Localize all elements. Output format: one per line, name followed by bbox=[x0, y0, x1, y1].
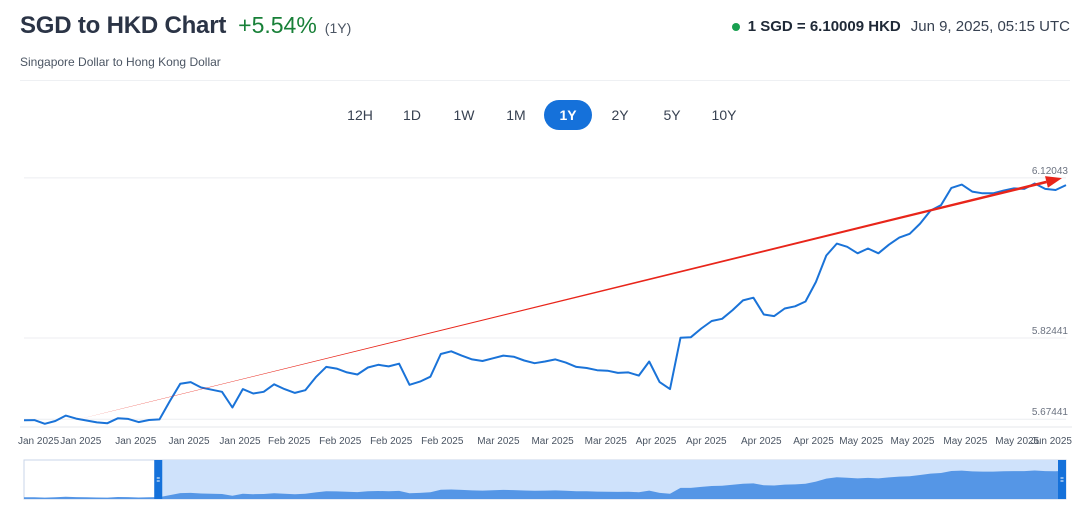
x-tick-label: Jan 2025 bbox=[18, 436, 60, 447]
x-tick-label: Apr 2025 bbox=[741, 436, 782, 447]
trend-arrow-shaft bbox=[76, 180, 1047, 420]
y-tick-label: 5.67441 bbox=[1032, 407, 1069, 418]
live-rate: 1 SGD = 6.10009 HKD Jun 9, 2025, 05:15 U… bbox=[731, 18, 1070, 35]
page-title: SGD to HKD Chart bbox=[20, 12, 227, 39]
change-percent: +5.54% bbox=[238, 12, 317, 38]
live-dot-icon bbox=[731, 22, 740, 31]
x-tick-label: Feb 2025 bbox=[319, 436, 362, 447]
tab-1w[interactable]: 1W bbox=[453, 107, 475, 123]
x-tick-label: Jan 2025 bbox=[219, 436, 261, 447]
tab-2y[interactable]: 2Y bbox=[611, 107, 629, 123]
x-tick-label: Jun 2025 bbox=[1031, 436, 1073, 447]
y-tick-label: 6.12043 bbox=[1032, 166, 1069, 177]
x-tick-label: Feb 2025 bbox=[268, 436, 311, 447]
tab-1m[interactable]: 1M bbox=[506, 107, 526, 123]
x-tick-label: Apr 2025 bbox=[686, 436, 727, 447]
tab-1d[interactable]: 1D bbox=[403, 107, 421, 123]
x-tick-label: May 2025 bbox=[943, 436, 987, 447]
x-tick-label: Mar 2025 bbox=[531, 436, 574, 447]
x-tick-label: Mar 2025 bbox=[477, 436, 520, 447]
navigator-handle-right[interactable] bbox=[1058, 460, 1066, 499]
header-divider bbox=[20, 80, 1070, 81]
x-tick-label: Feb 2025 bbox=[421, 436, 464, 447]
x-tick-label: Jan 2025 bbox=[60, 436, 102, 447]
x-tick-label: Apr 2025 bbox=[636, 436, 677, 447]
y-tick-label: 5.82441 bbox=[1032, 326, 1069, 337]
x-tick-label: Feb 2025 bbox=[370, 436, 413, 447]
x-tick-label: Mar 2025 bbox=[585, 436, 628, 447]
tab-5y[interactable]: 5Y bbox=[663, 107, 681, 123]
rate-timestamp: Jun 9, 2025, 05:15 UTC bbox=[910, 18, 1070, 35]
trend-arrow-head bbox=[1045, 176, 1062, 188]
navigator-area bbox=[24, 470, 1066, 499]
tab-12h[interactable]: 12H bbox=[347, 107, 373, 123]
tab-10y[interactable]: 10Y bbox=[711, 107, 737, 123]
title-row: SGD to HKD Chart +5.54% (1Y) bbox=[20, 12, 351, 40]
x-tick-label: Jan 2025 bbox=[115, 436, 157, 447]
x-tick-label: May 2025 bbox=[995, 436, 1039, 447]
navigator-handle-left[interactable] bbox=[154, 460, 163, 499]
page-subtitle: Singapore Dollar to Hong Kong Dollar bbox=[20, 55, 221, 69]
x-tick-label: Apr 2025 bbox=[793, 436, 834, 447]
x-tick-label: May 2025 bbox=[839, 436, 883, 447]
range-navigator[interactable] bbox=[0, 456, 1080, 502]
x-tick-label: Jan 2025 bbox=[168, 436, 210, 447]
price-line bbox=[23, 182, 1067, 425]
x-tick-label: May 2025 bbox=[891, 436, 935, 447]
change-period: (1Y) bbox=[324, 20, 352, 36]
tab-1y[interactable]: 1Y bbox=[544, 100, 592, 130]
rate-value: 1 SGD = 6.10009 HKD bbox=[747, 18, 901, 35]
range-tabs: 12H 1D 1W 1M 1Y 2Y 5Y 10Y bbox=[336, 100, 752, 130]
